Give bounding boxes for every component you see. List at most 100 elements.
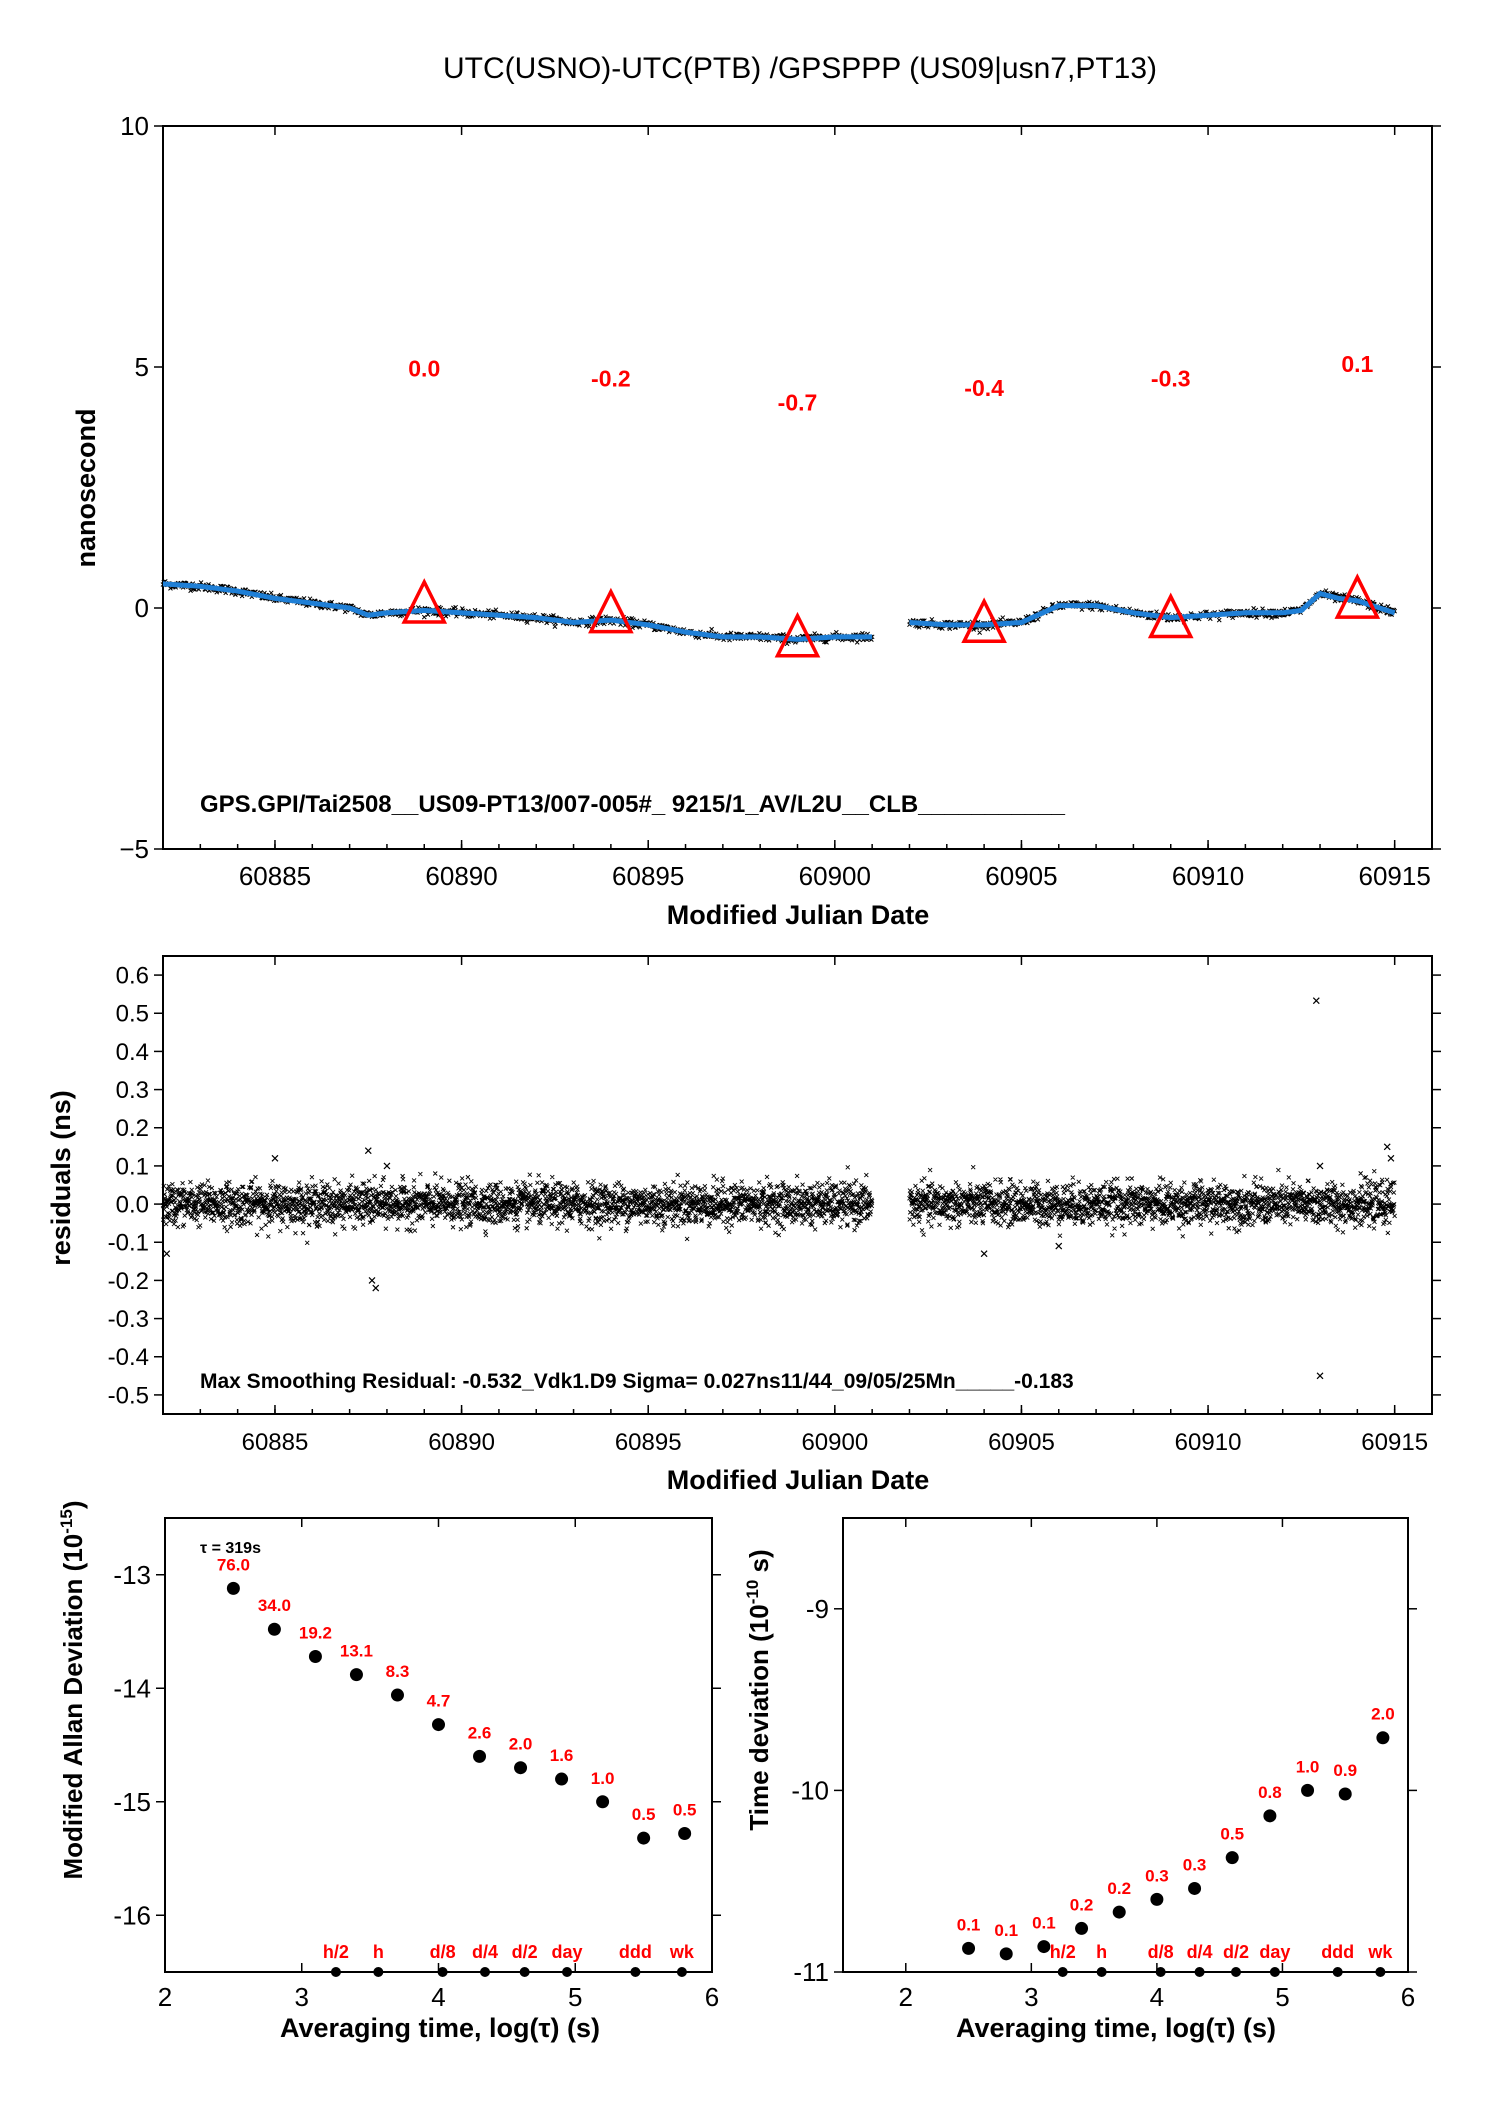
tdev-point-label: 0.9 xyxy=(1333,1761,1357,1780)
mdev-xtick-label: 3 xyxy=(295,1982,309,2012)
mdev-point xyxy=(514,1761,528,1775)
residual-outlier xyxy=(372,1284,380,1292)
mdev-ytick-label: -15 xyxy=(113,1787,151,1817)
timeseries-smoothed-line xyxy=(909,590,1396,628)
residual-outlier xyxy=(383,1162,391,1170)
mdev-period-label: d/8 xyxy=(430,1942,456,1962)
tdev-ylabel-unit: s) xyxy=(744,1549,774,1579)
residuals-ytick-label: 0.2 xyxy=(116,1115,149,1142)
mdev-xtick-label: 4 xyxy=(431,1982,445,2012)
tdev-ylabel-exp: -10 xyxy=(743,1580,762,1605)
mdev-period-mark xyxy=(373,1967,384,1977)
residuals-ytick-label: -0.5 xyxy=(108,1382,149,1409)
mdev-period-mark xyxy=(519,1967,530,1977)
tdev-point-label: 0.5 xyxy=(1220,1825,1244,1844)
tdev-point xyxy=(1037,1940,1051,1954)
tdev-xtick-label: 3 xyxy=(1024,1982,1038,2012)
residuals-ytick-label: -0.2 xyxy=(108,1268,149,1295)
timeseries-marker xyxy=(774,611,821,658)
timeseries-marker-label: -0.2 xyxy=(591,365,631,391)
tdev-point xyxy=(1301,1783,1315,1797)
mdev-xtick-label: 5 xyxy=(568,1982,582,2012)
tdev-point xyxy=(1150,1892,1164,1906)
tdev-point xyxy=(1188,1881,1202,1895)
timeseries-ytick-label: 10 xyxy=(120,111,149,141)
timeseries-marker xyxy=(1334,573,1381,619)
timeseries-xtick-label: 60895 xyxy=(612,861,684,891)
tdev-point xyxy=(1225,1851,1239,1865)
tdev-ytick-label: -11 xyxy=(793,1957,829,1987)
mdev-ytick-label: -13 xyxy=(113,1560,151,1590)
mdev-point xyxy=(637,1831,651,1845)
tdev-point-label: 0.1 xyxy=(1032,1914,1056,1933)
tdev-xtick-label: 2 xyxy=(899,1982,913,2012)
tdev-period-label: day xyxy=(1259,1942,1290,1962)
tdev-point-label: 0.1 xyxy=(957,1915,981,1934)
timeseries-xlabel: Modified Julian Date xyxy=(667,900,930,930)
mdev-period-mark xyxy=(562,1967,573,1977)
residuals-xtick-label: 60900 xyxy=(801,1429,868,1456)
residual-outlier xyxy=(1316,1162,1324,1170)
tdev-period-mark xyxy=(1230,1967,1241,1977)
mdev-point-label: 2.6 xyxy=(468,1723,492,1742)
residuals-annotation: Max Smoothing Residual: -0.532_Vdk1.D9 S… xyxy=(200,1370,1074,1393)
residual-outlier xyxy=(1316,1372,1324,1380)
tdev-xlabel: Averaging time, log(τ) (s) xyxy=(956,2013,1276,2043)
timeseries-marker-label: -0.7 xyxy=(778,389,818,415)
tdev-ylabel: Time deviation (10-10 s) xyxy=(743,1549,774,1830)
tdev-period-label: ddd xyxy=(1321,1942,1354,1962)
mdev-xlabel: Averaging time, log(τ) (s) xyxy=(280,2013,600,2043)
tdev-point-label: 0.1 xyxy=(994,1921,1018,1940)
residual-outlier xyxy=(1383,1143,1391,1151)
tdev-period-mark xyxy=(1269,1967,1280,1977)
tdev-period-label: d/4 xyxy=(1187,1942,1213,1962)
timeseries-panel: Modified Julian Date nanosecond GPS.GPI/… xyxy=(71,111,1441,930)
mdev-point xyxy=(596,1795,610,1809)
residuals-ytick-label: 0.1 xyxy=(116,1153,149,1180)
timeseries-xtick-label: 60900 xyxy=(799,861,871,891)
tdev-period-mark xyxy=(1057,1967,1068,1977)
mdev-period-label: ddd xyxy=(619,1942,652,1962)
residuals-ytick-label: 0.6 xyxy=(116,962,149,989)
tdev-point-label: 2.0 xyxy=(1371,1705,1395,1724)
residual-outlier xyxy=(1312,997,1320,1005)
tdev-period-mark xyxy=(1194,1967,1205,1977)
tdev-period-label: h xyxy=(1096,1942,1107,1962)
residual-outlier xyxy=(368,1276,376,1284)
mdev-point-label: 19.2 xyxy=(299,1623,332,1642)
timeseries-smoothed-line xyxy=(163,581,873,642)
timeseries-marker xyxy=(401,578,448,624)
residual-outlier xyxy=(1387,1154,1395,1162)
mdev-period-mark xyxy=(437,1967,448,1977)
timeseries-marker xyxy=(588,587,634,634)
tdev-point xyxy=(999,1947,1013,1961)
timeseries-marker-label: -0.3 xyxy=(1151,365,1191,391)
tdev-point-label: 0.8 xyxy=(1258,1783,1282,1802)
residual-outlier xyxy=(980,1250,988,1258)
residual-outlier xyxy=(1055,1242,1063,1250)
mdev-point-label: 13.1 xyxy=(340,1642,373,1661)
timeseries-marker-label: 0.1 xyxy=(1341,351,1373,377)
tdev-period-mark xyxy=(1155,1967,1166,1977)
timeseries-xtick-label: 60910 xyxy=(1172,861,1244,891)
tdev-xtick-label: 4 xyxy=(1150,1982,1164,2012)
tdev-point-label: 0.2 xyxy=(1107,1879,1131,1898)
tdev-point xyxy=(1263,1809,1277,1823)
residuals-xtick-label: 60910 xyxy=(1175,1429,1242,1456)
tdev-point-label: 0.2 xyxy=(1070,1895,1094,1914)
timeseries-ytick-label: −5 xyxy=(119,834,149,864)
mdev-point xyxy=(432,1718,445,1732)
mdev-point xyxy=(555,1772,569,1786)
tdev-panel: Averaging time, log(τ) (s) Time deviatio… xyxy=(743,1517,1417,2043)
residual-outlier xyxy=(364,1147,372,1155)
mdev-point xyxy=(226,1581,240,1595)
timeseries-xtick-label: 60885 xyxy=(239,861,311,891)
tdev-period-label: d/2 xyxy=(1223,1942,1249,1962)
tdev-ylabel-base: Time deviation (10 xyxy=(744,1604,774,1830)
mdev-period-label: h xyxy=(373,1942,384,1962)
tdev-period-label: d/8 xyxy=(1148,1942,1174,1962)
mdev-ytick-label: -16 xyxy=(113,1900,151,1930)
residuals-xtick-label: 60915 xyxy=(1361,1429,1428,1456)
tdev-ytick-label: -9 xyxy=(806,1594,829,1624)
